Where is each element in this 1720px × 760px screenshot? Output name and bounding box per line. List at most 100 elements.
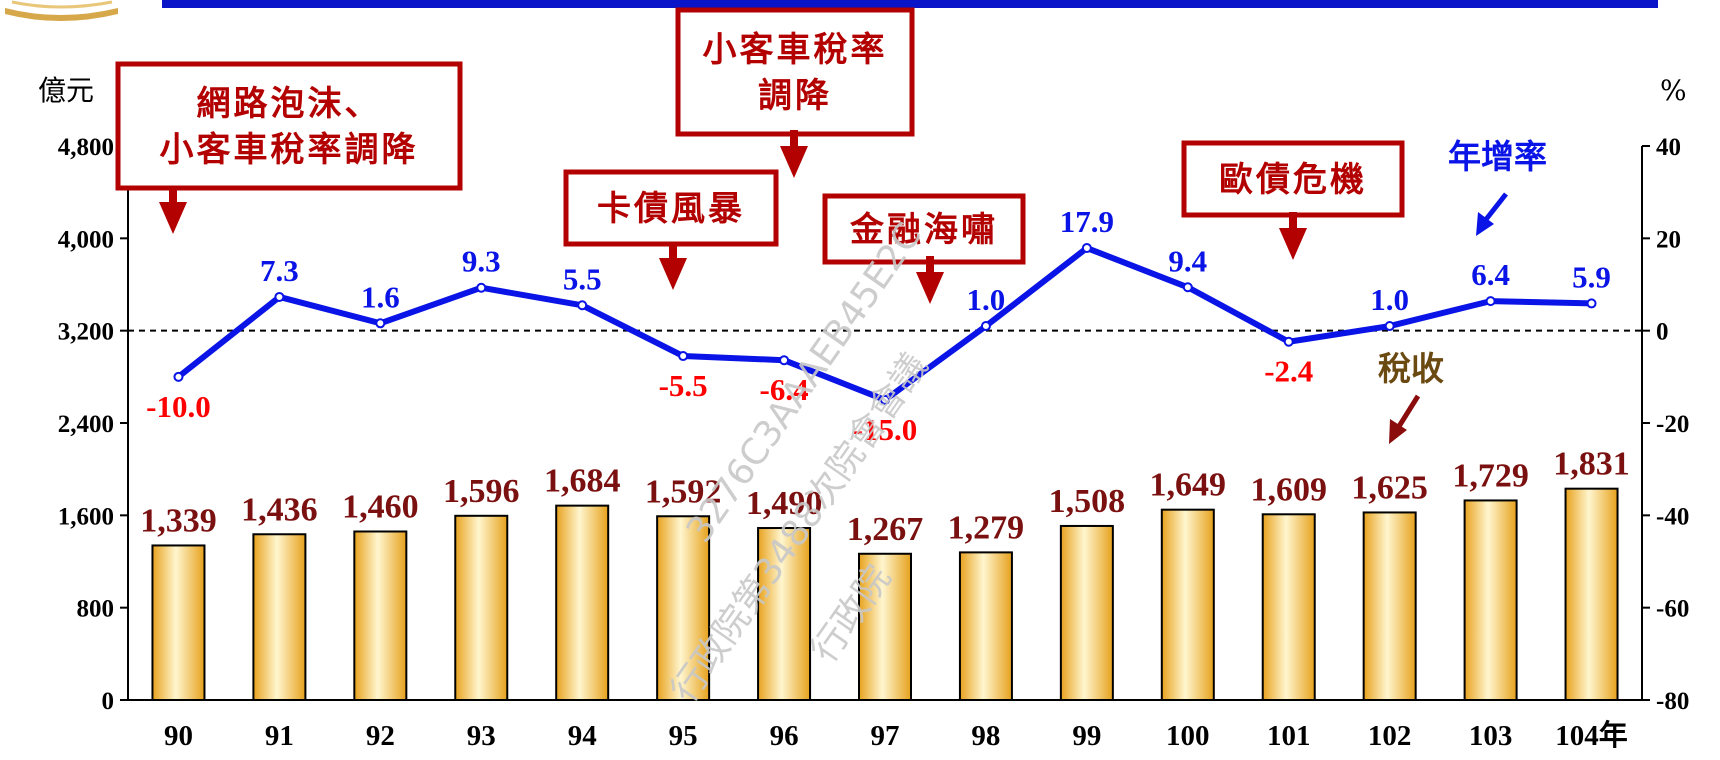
- rate-value-label: -10.0: [146, 389, 211, 424]
- logo-icon: [5, 0, 118, 21]
- rate-value-label: 5.5: [563, 261, 602, 296]
- left-tick-label: 3,200: [58, 319, 114, 346]
- annotation-arrow-head: [780, 146, 808, 178]
- annotation-box: [1181, 140, 1405, 218]
- header-bar: [162, 0, 1658, 8]
- x-tick-label: 95: [669, 720, 698, 752]
- bar-series: 1,339 1,436 1,460 1,596 1,684 1,592 1,490 1,267…: [140, 446, 1630, 702]
- right-tick-label: 20: [1656, 226, 1681, 253]
- left-tick-label: 4,000: [58, 226, 114, 253]
- rate-value-label: 1.0: [967, 282, 1006, 317]
- annotation-text: 網路泡沫、: [197, 84, 382, 124]
- series-name-tax: 稅收: [1378, 349, 1444, 388]
- rate-point: [476, 282, 487, 293]
- right-tick-label: -40: [1656, 503, 1689, 530]
- x-tick-label: 102: [1368, 720, 1412, 752]
- annotation-box: [115, 61, 463, 191]
- bar-value-label: 1,592: [645, 473, 722, 510]
- left-axis-unit: 億元: [38, 74, 94, 107]
- rate-point: [173, 371, 184, 382]
- rate-point: [1384, 321, 1395, 332]
- rate-pointer-arrow: [1476, 192, 1508, 236]
- right-axis-unit: %: [1660, 74, 1687, 107]
- right-tick-label: 0: [1656, 319, 1669, 346]
- rate-value-label: 1.6: [361, 279, 400, 314]
- rate-value-label: 1.0: [1370, 282, 1409, 317]
- annotation-box: [675, 7, 915, 137]
- bar-value-label: 1,831: [1553, 446, 1630, 483]
- rate-point: [1283, 336, 1294, 347]
- rate-value-label: -15.0: [853, 412, 918, 447]
- rate-point: [1485, 296, 1496, 307]
- bar-value-label: 1,279: [948, 509, 1025, 546]
- annotation-arrow-head: [1279, 228, 1307, 260]
- rate-point: [1586, 298, 1597, 309]
- right-tick-label: -80: [1656, 688, 1689, 715]
- annotation-box: [822, 193, 1026, 265]
- rate-value-label: -2.4: [1264, 354, 1313, 389]
- x-tick-label: 92: [366, 720, 395, 752]
- annotation-text: 調降: [758, 76, 832, 116]
- annotation-text: 卡債風暴: [597, 189, 745, 229]
- bar: [656, 515, 711, 701]
- annotation-arrow-head: [659, 258, 687, 290]
- annotation-text: 金融海嘯: [849, 210, 998, 250]
- bar-value-label: 1,625: [1351, 469, 1428, 506]
- bar-value-label: 1,267: [847, 511, 924, 548]
- bar-value-label: 1,729: [1452, 457, 1529, 494]
- bar: [454, 514, 509, 701]
- annotation-text: 小客車稅率調降: [160, 130, 419, 170]
- bar-value-label: 1,490: [746, 485, 823, 522]
- annotation-arrow-head: [916, 272, 944, 304]
- annotation-arrow-stem: [169, 186, 177, 204]
- bar-value-label: 1,596: [443, 473, 520, 510]
- annotation-arrow-stem: [669, 242, 677, 260]
- left-tick-label: 1,600: [58, 503, 114, 530]
- left-tick-label: 800: [77, 596, 115, 623]
- x-tick-label: 96: [770, 720, 799, 752]
- rate-point: [980, 321, 991, 332]
- bar-value-label: 1,649: [1150, 467, 1227, 504]
- rate-point: [779, 355, 790, 366]
- x-tick-label: 101: [1267, 720, 1311, 752]
- rate-value-label: -6.4: [760, 372, 809, 407]
- x-tick-label: 94: [568, 720, 597, 752]
- annotation-text: 歐債危機: [1219, 160, 1367, 200]
- rate-value-label: 9.4: [1168, 243, 1207, 278]
- bar: [757, 527, 812, 702]
- x-tick-label: 99: [1072, 720, 1101, 752]
- annotation-arrow-stem: [790, 130, 798, 148]
- bar-value-label: 1,508: [1049, 483, 1126, 520]
- bar: [353, 530, 408, 701]
- bar-value-label: 1,609: [1250, 471, 1327, 508]
- annotation-arrow-stem: [1289, 212, 1297, 230]
- bar-value-label: 1,436: [241, 491, 318, 528]
- bar: [1463, 499, 1518, 701]
- rate-value-label: -5.5: [659, 368, 708, 403]
- bar: [1362, 511, 1417, 702]
- line-series: -10.0 7.3 1.6 9.3 5.5 -5.5 -6.4 -15.0 1.0 17.9 9.4…: [146, 204, 1611, 447]
- rate-point: [274, 291, 285, 302]
- rate-value-label: 17.9: [1060, 204, 1114, 239]
- rate-point: [1081, 243, 1092, 254]
- bar-value-label: 1,684: [544, 463, 621, 500]
- bar-value-label: 1,460: [342, 488, 419, 525]
- x-tick-label: 98: [971, 720, 1000, 752]
- left-tick-label: 0: [102, 688, 115, 715]
- annotation-arrow-head: [159, 202, 187, 234]
- x-tick-label: 90: [164, 720, 193, 752]
- bar: [1059, 524, 1114, 701]
- bar: [252, 533, 307, 701]
- x-tick-label: 91: [265, 720, 294, 752]
- x-tick-label: 93: [467, 720, 496, 752]
- axes: 0 800 1,600 2,400 3,200 4,000 4,800 -80 -60 -40 -2…: [58, 134, 1690, 752]
- x-tick-label: 100: [1166, 720, 1210, 752]
- right-tick-label: -60: [1656, 596, 1689, 623]
- rate-point: [1182, 282, 1193, 293]
- annotation-text: 小客車稅率: [703, 30, 888, 70]
- rate-value-label: 5.9: [1572, 259, 1611, 294]
- rate-point: [577, 300, 588, 311]
- x-tick-label: 97: [871, 720, 900, 752]
- right-tick-label: -20: [1656, 411, 1689, 438]
